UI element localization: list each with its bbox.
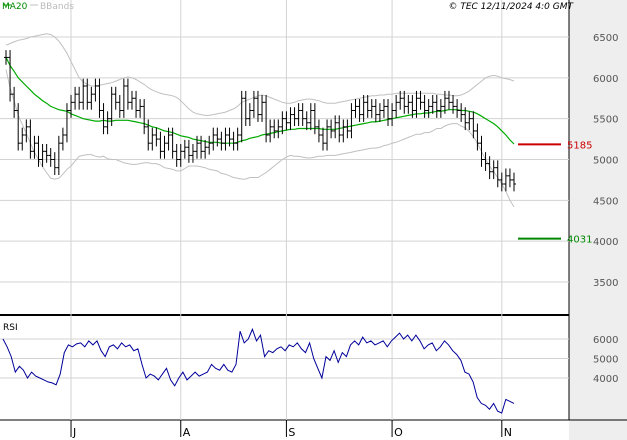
support-label: 4031 xyxy=(567,235,592,246)
month-tick-label: J xyxy=(72,426,76,439)
month-tick-label: N xyxy=(504,426,512,439)
resistance-label: 5185 xyxy=(567,140,592,151)
price-tick-label: 5000 xyxy=(593,156,618,167)
month-tick-label: O xyxy=(394,426,403,439)
ma20-legend-label: MA20 xyxy=(2,2,28,12)
month-tick-label: S xyxy=(288,426,295,439)
rsi-line xyxy=(2,327,515,414)
bollinger-bands xyxy=(5,33,515,208)
right-axis-panel xyxy=(569,0,627,440)
month-tick-label: A xyxy=(183,426,191,439)
ma20-path xyxy=(5,57,515,145)
copyright-text: © TEC 12/11/2024 4:0 GMT xyxy=(448,2,574,12)
price-tick-label: 3500 xyxy=(593,278,618,289)
bbands-upper-line xyxy=(5,33,515,116)
ohlc-bars xyxy=(4,50,516,192)
bbands-legend-label: BBands xyxy=(40,2,74,12)
rsi-tick-label: 4000 xyxy=(593,374,618,385)
rsi-panel-label: RSI xyxy=(3,323,18,333)
price-tick-label: 6000 xyxy=(593,74,618,85)
price-tick-label: 4500 xyxy=(593,196,618,207)
level-lines: 5185 4031 xyxy=(518,140,592,246)
rsi-tick-label: 6000 xyxy=(593,335,618,346)
price-tick-label: 4000 xyxy=(593,237,618,248)
rsi-tick-label: 5000 xyxy=(593,355,618,366)
ma20-line xyxy=(5,57,515,145)
bbands-lower-line xyxy=(5,69,515,208)
price-tick-label: 6500 xyxy=(593,33,618,44)
rsi-grid: 4000 5000 6000 xyxy=(0,335,618,385)
rsi-path xyxy=(2,327,515,414)
price-tick-label: 5500 xyxy=(593,115,618,126)
